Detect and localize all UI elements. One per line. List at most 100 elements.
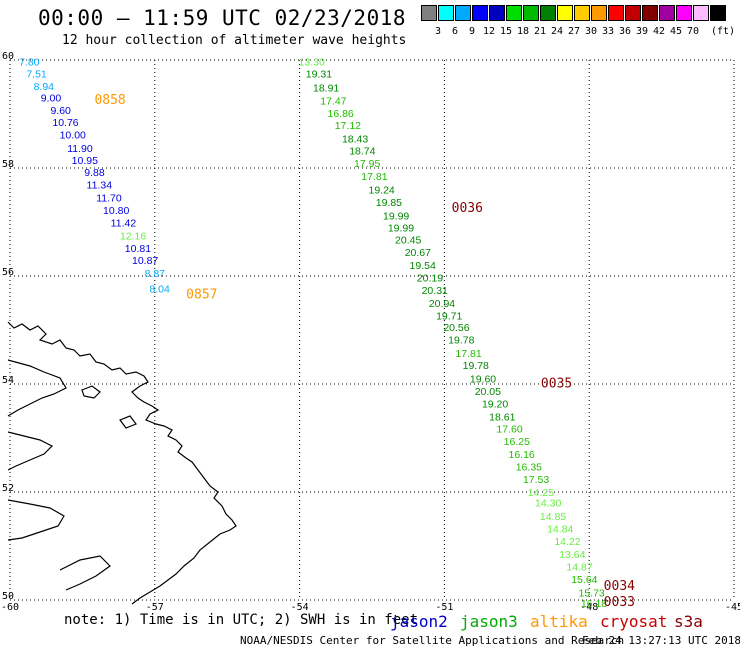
wave-height-value: 19.20 [482, 398, 508, 410]
wave-height-value: 13.64 [559, 549, 585, 561]
legend-swatch [557, 5, 573, 21]
wave-height-value: 18.61 [489, 411, 515, 423]
wave-height-value: 11.90 [67, 143, 93, 155]
wave-height-value: 18.91 [313, 82, 339, 94]
wave-height-value: 20.31 [422, 285, 448, 297]
coastline-inlet-path [59, 555, 111, 591]
wave-height-value: 19.99 [383, 210, 409, 222]
legend-label: 3 [434, 26, 442, 37]
legend-swatch [693, 5, 709, 21]
wave-height-value: 9.60 [50, 105, 71, 117]
legend-label: 9 [468, 26, 476, 37]
coastline-path [7, 321, 237, 605]
wave-height-value: 10.87 [132, 255, 158, 267]
wave-height-value: 15.73 [578, 587, 604, 599]
wave-height-value: 11.42 [111, 217, 137, 229]
wave-height-value: 11.34 [87, 180, 113, 192]
wave-height-value: 18.74 [349, 146, 375, 158]
pass-time-label: 0857 [186, 287, 217, 302]
lat-tick-label: 56 [2, 267, 14, 278]
wave-height-value: 11.70 [96, 193, 122, 205]
legend-swatch [489, 5, 505, 21]
wave-height-value: 17.12 [335, 120, 361, 132]
lat-tick-label: 54 [2, 375, 14, 386]
legend-label: 33 [601, 26, 615, 37]
wave-height-value: 17.81 [455, 348, 481, 360]
legend-swatch [421, 5, 437, 21]
lon-tick-label: -45 [725, 602, 740, 613]
labrador-coastline [7, 321, 237, 605]
wave-height-value: 20.05 [475, 386, 501, 398]
wave-height-value: 20.19 [417, 272, 443, 284]
pass-time-label: 0035 [541, 377, 572, 392]
wave-height-value: 10.95 [72, 155, 98, 167]
legend-swatch [523, 5, 539, 21]
wave-height-value: 19.71 [436, 310, 462, 322]
pass-time-label: 0034 [604, 579, 635, 594]
wave-height-value: 14.30 [535, 498, 561, 510]
legend-label: 18 [516, 26, 530, 37]
legend-swatch [642, 5, 658, 21]
legend-label: 70 [686, 26, 700, 37]
legend-label: 36 [618, 26, 632, 37]
wave-height-value: 9.00 [41, 93, 62, 105]
coastline-inlet-path [7, 431, 54, 471]
wave-height-value: 16.86 [327, 108, 353, 120]
satellite-legend-jason2: jason2 [390, 612, 448, 631]
wave-height-value: 16.35 [516, 461, 542, 473]
wave-height-value: 8.04 [149, 283, 170, 295]
pass-time-label: 0033 [604, 595, 635, 610]
wave-height-value: 20.45 [395, 235, 421, 247]
wave-height-value: 17.60 [496, 424, 522, 436]
legend-swatch [608, 5, 624, 21]
lat-tick-label: 52 [2, 483, 14, 494]
pass-time-label: 0858 [94, 93, 125, 108]
wave-height-value: 19.99 [388, 222, 414, 234]
wave-height-value: 7.51 [26, 68, 47, 80]
wave-height-value: 10.80 [103, 205, 129, 217]
lon-tick-label: -57 [146, 602, 164, 613]
wave-height-value: 16.16 [508, 449, 534, 461]
legend-swatch [574, 5, 590, 21]
lon-tick-label: -60 [1, 602, 19, 613]
legend-label: 6 [451, 26, 459, 37]
wave-height-value: 14.84 [547, 524, 573, 536]
lon-tick-label: -54 [291, 602, 309, 613]
wave-height-value: 8.87 [145, 268, 166, 280]
legend-label: 45 [669, 26, 683, 37]
legend-swatch [540, 5, 556, 21]
satellite-legend-cryosat: cryosat [600, 612, 668, 631]
legend-swatch [455, 5, 471, 21]
wave-height-value: 17.47 [320, 95, 346, 107]
legend-swatch [438, 5, 454, 21]
legend-label: 15 [499, 26, 513, 37]
wave-height-value: 7.80 [19, 56, 40, 68]
wave-height-value: 14.87 [566, 561, 592, 573]
wave-height-value: 14.25 [528, 487, 554, 499]
wave-height-value: 14.22 [554, 536, 580, 548]
wave-height-value: 15.64 [571, 574, 597, 586]
wave-height-value: 20.94 [429, 298, 455, 310]
lat-tick-label: 60 [2, 51, 14, 62]
wave-height-value: 19.78 [448, 335, 474, 347]
wave-height-value: 14.85 [540, 511, 566, 523]
lat-tick-label: 50 [2, 591, 14, 602]
legend-swatch [659, 5, 675, 21]
wave-height-value: 16.18 [581, 598, 607, 610]
wave-height-value: 10.76 [52, 117, 78, 129]
legend-swatch [710, 5, 726, 21]
pass-time-label: 0036 [452, 201, 483, 216]
wave-height-value: 18.43 [342, 134, 368, 146]
legend-unit: (ft) [710, 26, 736, 37]
wave-height-value: 19.31 [306, 68, 332, 80]
island-path [119, 415, 137, 429]
wave-height-value: 13.30 [299, 56, 325, 68]
map-subtitle: 12 hour collection of altimeter wave hei… [62, 33, 407, 48]
coastline-inlet-path [7, 499, 65, 541]
map-title: 00:00 – 11:59 UTC 02/23/2018 [38, 6, 407, 30]
legend-label: 27 [567, 26, 581, 37]
legend-swatch [625, 5, 641, 21]
satellite-legend-s3a: s3a [674, 612, 703, 631]
